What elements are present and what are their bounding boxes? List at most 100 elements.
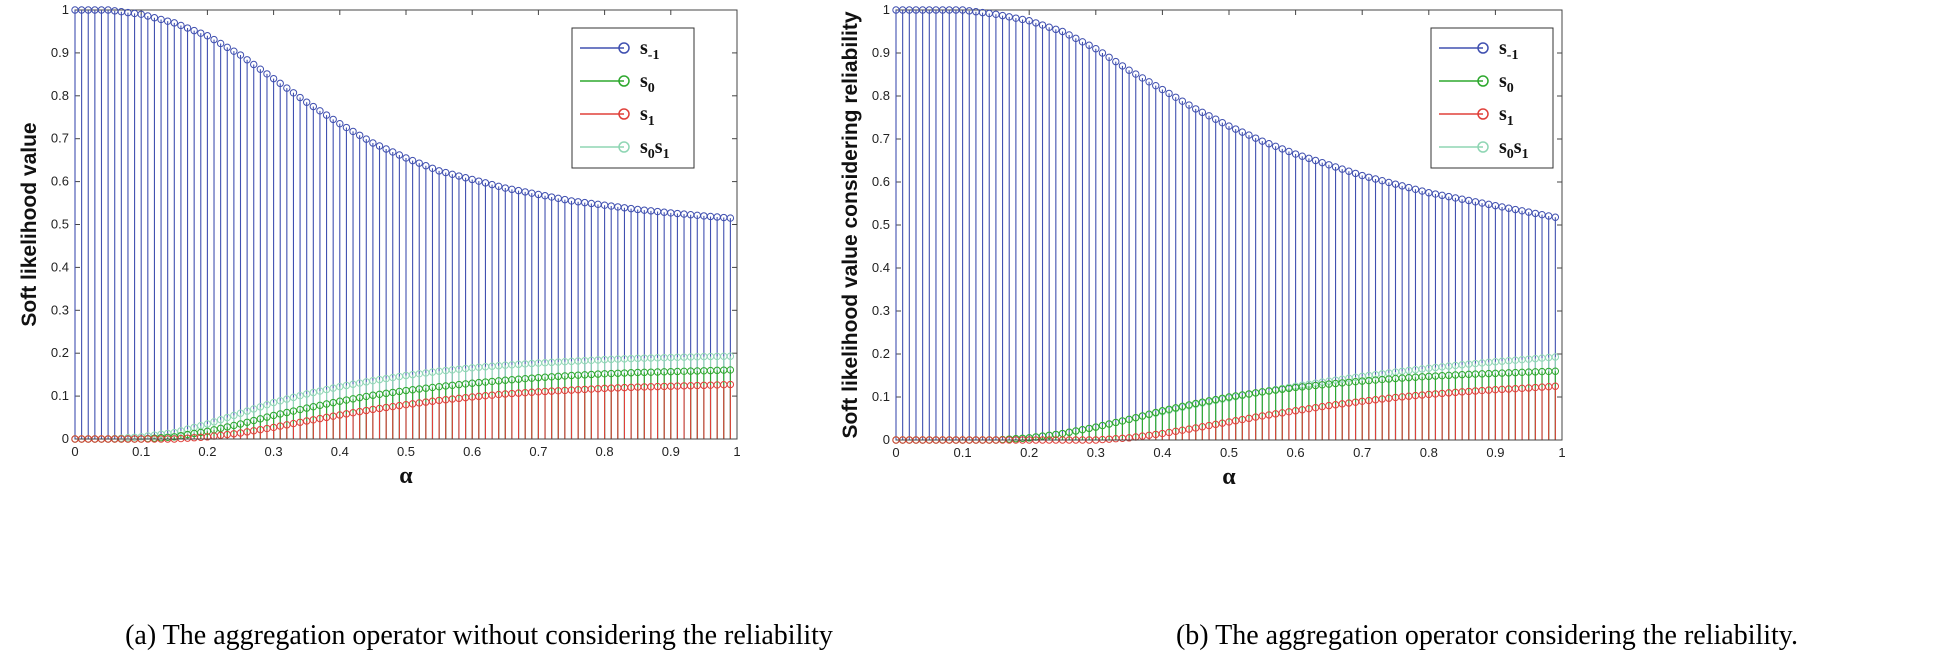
stem-marker [296, 405, 304, 414]
x-tick-label: 0.9 [1486, 445, 1504, 460]
stem-marker [223, 43, 231, 52]
stem-marker [256, 415, 265, 423]
y-axis-label: Soft likelihood value [18, 122, 41, 326]
legend-item-s0: s0 [580, 70, 655, 96]
stem-marker [1132, 413, 1140, 422]
stem-marker [726, 352, 735, 360]
stem-marker [303, 98, 311, 106]
stem-marker [1265, 140, 1273, 148]
stem-marker [1058, 27, 1067, 36]
stem-marker [203, 32, 212, 40]
series-s-1 [71, 6, 735, 439]
stem-marker [1165, 405, 1173, 413]
stem-marker [1138, 74, 1147, 82]
stem-marker [263, 400, 271, 409]
y-tick-label: 0.1 [51, 388, 69, 403]
stem-marker [1092, 45, 1100, 53]
stem-marker [269, 74, 278, 83]
stem-marker [322, 385, 331, 394]
x-tick-label: 0 [892, 445, 899, 460]
y-tick-label: 0.9 [51, 45, 69, 60]
stem-marker [1105, 420, 1113, 428]
y-tick-label: 0.6 [872, 174, 890, 189]
stem-marker [163, 17, 172, 25]
stem-marker [1345, 167, 1353, 175]
y-tick-label: 0.1 [872, 389, 890, 404]
legend-marker [618, 108, 630, 120]
x-tick-label: 0.5 [1220, 445, 1238, 460]
stem-marker [415, 159, 423, 167]
stem-marker [250, 405, 258, 413]
stem-marker [230, 411, 238, 420]
stem-marker [1325, 161, 1333, 169]
stem-marker [1045, 23, 1053, 31]
y-tick-label: 0 [883, 432, 890, 447]
stem-marker [190, 26, 198, 35]
x-tick-label: 0.1 [132, 444, 150, 459]
legend-marker [1477, 108, 1489, 120]
stem-marker [1025, 17, 1033, 25]
stem-marker [1218, 118, 1227, 127]
stem-marker [1245, 131, 1253, 139]
stem-marker [1152, 408, 1160, 417]
stem-marker [1165, 89, 1173, 98]
stem-marker [369, 139, 377, 147]
stem-marker [256, 65, 265, 73]
stem-marker [1145, 78, 1153, 86]
stem-marker [1072, 34, 1080, 43]
stem-marker [1185, 101, 1193, 109]
stem-marker [1371, 175, 1380, 183]
stem-marker [269, 411, 278, 420]
x-tick-label: 0.2 [1020, 445, 1038, 460]
x-tick-label: 0 [71, 444, 78, 459]
stem-marker [1172, 93, 1180, 101]
stem-marker [1198, 108, 1207, 117]
stem-marker [382, 145, 390, 153]
stem-marker [157, 15, 165, 24]
stem-marker [726, 214, 735, 222]
stem-marker [276, 397, 284, 405]
stem-marker [1132, 70, 1140, 78]
stem-marker [1351, 169, 1360, 178]
caption-a: (a) The aggregation operator without con… [125, 620, 833, 651]
stem-marker [1032, 19, 1040, 27]
x-tick-label: 0.4 [331, 444, 349, 459]
legend-box [571, 27, 695, 169]
y-tick-label: 0 [62, 431, 69, 446]
stem-marker [197, 29, 205, 37]
stem-marker [494, 182, 503, 191]
stem-marker [243, 56, 251, 64]
stem-marker [726, 366, 735, 374]
stem-marker [283, 84, 291, 92]
legend-marker [1477, 141, 1489, 153]
y-tick-label: 0.6 [51, 174, 69, 189]
stem-marker [1052, 25, 1060, 34]
x-tick-label: 0.4 [1153, 445, 1171, 460]
stem-marker [355, 131, 364, 139]
stem-marker [296, 93, 304, 102]
x-tick-label: 0.7 [1353, 445, 1371, 460]
stem-marker [276, 79, 284, 88]
legend-box [1430, 27, 1554, 169]
x-axis-label: α [399, 463, 413, 489]
legend-item-s0: s0 [1439, 70, 1514, 96]
stem-marker [1378, 177, 1386, 185]
stem-marker [402, 154, 410, 162]
stem-marker [137, 10, 145, 18]
stem-marker [263, 70, 271, 78]
stem-marker [342, 123, 351, 132]
stem-marker [289, 89, 298, 97]
stem-marker [726, 380, 735, 389]
x-tick-label: 0.9 [662, 444, 680, 459]
stem-marker [1551, 213, 1560, 221]
stem-marker [263, 413, 271, 421]
stem-marker [243, 407, 251, 415]
stem-marker [150, 14, 159, 22]
stem-marker [475, 177, 483, 185]
x-tick-label: 0.2 [198, 444, 216, 459]
stem-marker [216, 39, 225, 48]
stem-marker [230, 47, 238, 55]
stem-marker [375, 142, 384, 150]
stem-marker [1238, 128, 1247, 136]
